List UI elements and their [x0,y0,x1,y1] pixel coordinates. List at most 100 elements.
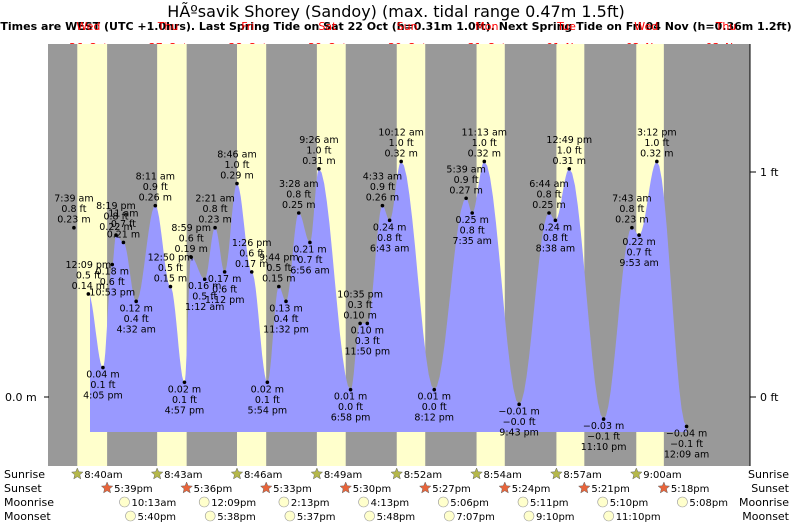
tide-label-line: 11:10 pm [581,442,627,453]
tide-label-line: 4:57 pm [165,405,205,416]
tide-label: 2:21 am0.8 ft0.23 m [195,194,234,226]
sunset-icon [657,481,671,494]
sunset-icon [418,481,432,494]
tide-label-line: 11:32 pm [263,324,309,335]
sunset-icon [498,481,512,494]
tide-label-line: 0.5 ft [76,270,101,281]
tide-label-line: 0.8 ft [286,190,311,201]
sunrise-icon [310,467,324,480]
day-name: Mon [475,20,498,33]
tide-label-line: 12:09 am [664,449,709,460]
tide-label-line: 8:46 am [217,150,256,161]
day-name: Tue [556,20,576,33]
tide-label-line: 7:35 am [452,236,491,247]
row-label-left: Moonset [4,510,51,523]
tide-label-line: 6:43 am [370,243,409,254]
tide-label-line: 0.17 m [235,259,268,270]
tide-label: 0.01 m0.0 ft8:12 pm [414,392,454,424]
moonrise-icon [198,496,210,508]
sunset-icon [577,481,591,494]
tide-point [358,321,362,326]
sunrise-icon [550,467,563,480]
tide-label-line: 0.5 ft [266,263,291,274]
sunset-icon [259,481,273,494]
sunrise-icon [150,467,164,480]
tide-point [655,159,659,164]
tide-label-line: 0.8 ft [543,233,568,244]
tide-label-line: 0.0 ft [338,402,363,413]
tide-label: 11 am0.7 ft0.21 m [107,208,140,240]
tide-point [308,240,312,245]
tide-label-line: 0.26 m [366,193,399,204]
tide-label: 9:44 pm0.5 ft0.15 m [259,253,299,285]
tide-label-line: 0.14 m [72,281,105,292]
tide-label: 8:11 am0.9 ft0.26 m [136,172,175,204]
tide-point [387,218,392,223]
tide-label-line: 0.21 m [293,244,326,255]
day-name: Sat [318,20,337,33]
tide-label: 0.01 m0.0 ft6:58 pm [331,392,371,424]
tide-label-line: 0.23 m [198,215,231,226]
tide-label: 0.16 m0.5 ft1:12 am [185,281,224,313]
moonset-time: 5:37pm [297,512,336,523]
moonrise-time: 12:09pm [211,498,256,509]
tide-label-line: 0.12 m [119,303,152,314]
tide-label-line: 0.8 ft [460,226,485,237]
tide-point [110,262,115,267]
tide-label-line: 5:39 am [446,164,485,175]
tide-label: 8:59 pm0.6 ft0.19 m [171,223,211,255]
tide-label-line: 0.32 m [468,148,501,159]
tide-point [317,167,321,171]
tide-label-line: 1.0 ft [306,145,331,156]
tide-label-line: 0.22 m [99,222,132,233]
tide-label-line: 12:09 pm [66,260,112,271]
tide-point [213,225,217,230]
tide-label-line: 0.8 ft [537,190,562,201]
tide-label-line: −0.0 ft [503,417,536,428]
tide-label-line: 9:53 am [619,258,658,269]
tide-label: 8:46 am1.0 ft0.29 m [217,150,256,182]
tide-label-line: 8:11 am [136,172,175,183]
tide-label-line: 4:32 am [116,324,155,335]
sunset-time: 5:24pm [512,484,551,495]
moonrise-icon [437,496,449,508]
tide-label-line: 0.4 ft [124,314,149,325]
row-label-right: Sunset [751,482,789,495]
sunrise-icon [470,467,483,480]
sunrise-time: 8:40am [84,470,122,481]
tide-label-line: 9:43 pm [499,427,539,438]
day-name: Fri [241,20,254,33]
tide-point [348,387,353,392]
tide-label-line: 1:12 pm [205,295,245,306]
tide-label: 0.02 m0.1 ft5:54 pm [248,384,288,416]
tide-point [168,284,173,289]
tide-label-line: 0.32 m [384,148,417,159]
tide-label-line: −0.1 ft [587,432,620,443]
moonset-time: 11:10pm [616,512,661,523]
sunset-time: 5:39pm [114,484,153,495]
tide-label-line: 0.7 ft [627,248,652,259]
tide-label-line: 4:33 am [363,172,402,183]
tide-label-line: 7:39 am [54,194,93,205]
tide-label: 0.24 m0.8 ft8:38 am [536,222,575,254]
tide-label: 9:26 am1.0 ft0.31 m [299,135,338,167]
tide-label: 12:50 pm0.5 ft0.15 m [148,253,194,285]
moonrise-time: 2:13pm [291,498,330,509]
tide-label-line: 6:58 pm [331,413,371,424]
tide-label-line: 0.3 ft [355,336,380,347]
day-name: Thu [157,20,179,33]
tide-label-line: 1.0 ft [224,160,249,171]
tide-label-line: 0.23 m [57,215,90,226]
sunrise-time: 8:49am [324,470,362,481]
row-label-left: Moonrise [4,496,54,509]
tide-label-line: 1.0 ft [389,138,414,149]
tide-label: −0.01 m−0.0 ft9:43 pm [498,406,539,438]
tide-label: 5:39 am0.9 ft0.27 m [446,164,485,196]
tide-point [630,225,634,230]
tide-label: 7:43 am0.8 ft0.23 m [612,194,651,226]
tide-label-line: 12:49 pm [546,135,592,146]
moonrise-icon [119,496,130,508]
moonset-time: 5:38pm [217,512,256,523]
tide-label-line: 8:38 am [536,243,575,254]
